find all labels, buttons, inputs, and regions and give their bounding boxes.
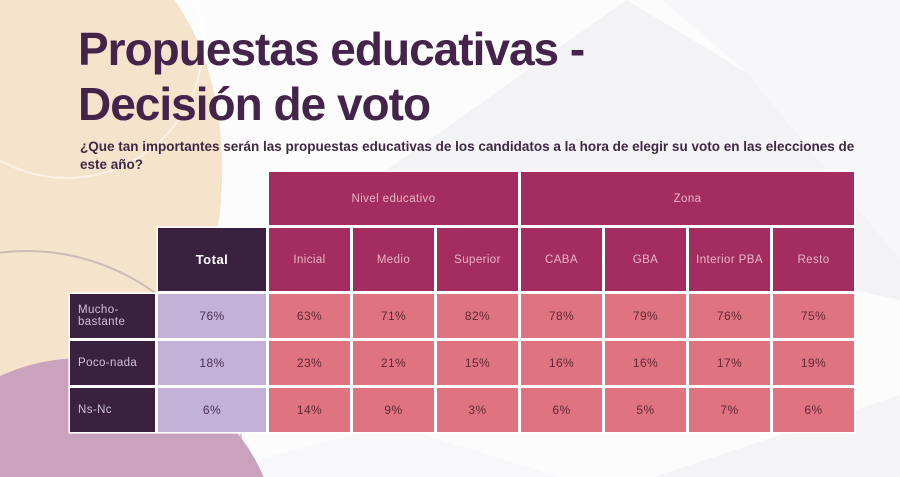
- results-table: Nivel educativo Zona Total Inicial Medio Supe…: [70, 172, 854, 432]
- value-cell: 9%: [353, 388, 434, 432]
- column-header: CABA: [521, 228, 602, 291]
- value-cell: 82%: [437, 294, 518, 338]
- value-cell: 78%: [521, 294, 602, 338]
- value-cell: 15%: [437, 341, 518, 385]
- page-title-line2: Decisión de voto: [78, 78, 431, 130]
- row-label: Mucho-bastante: [70, 294, 155, 338]
- value-cell: 7%: [689, 388, 770, 432]
- row-label: Ns-Nc: [70, 388, 155, 432]
- value-cell: 71%: [353, 294, 434, 338]
- value-cell: 6%: [521, 388, 602, 432]
- value-cell: 16%: [521, 341, 602, 385]
- group-header-nivel-educativo: Nivel educativo: [269, 172, 518, 225]
- value-cell: 3%: [437, 388, 518, 432]
- value-cell: 23%: [269, 341, 350, 385]
- group-header-zona: Zona: [521, 172, 854, 225]
- value-cell: 16%: [605, 341, 686, 385]
- row-label: Poco-nada: [70, 341, 155, 385]
- value-cell: 79%: [605, 294, 686, 338]
- column-header: Interior PBA: [689, 228, 770, 291]
- total-value-cell: 76%: [158, 294, 266, 338]
- value-cell: 75%: [773, 294, 854, 338]
- subtitle-question: ¿Que tan importantes serán las propuesta…: [80, 139, 855, 173]
- column-header: Superior: [437, 228, 518, 291]
- total-value-cell: 18%: [158, 341, 266, 385]
- value-cell: 19%: [773, 341, 854, 385]
- value-cell: 76%: [689, 294, 770, 338]
- page-title-line1: Propuestas educativas -: [78, 23, 585, 75]
- total-value-cell: 6%: [158, 388, 266, 432]
- value-cell: 14%: [269, 388, 350, 432]
- column-header: GBA: [605, 228, 686, 291]
- value-cell: 5%: [605, 388, 686, 432]
- value-cell: 21%: [353, 341, 434, 385]
- page-title: Propuestas educativas - Decisión de voto: [78, 22, 585, 132]
- value-cell: 6%: [773, 388, 854, 432]
- total-column-header: Total: [158, 228, 266, 291]
- column-header: Inicial: [269, 228, 350, 291]
- column-header: Resto: [773, 228, 854, 291]
- column-header: Medio: [353, 228, 434, 291]
- value-cell: 63%: [269, 294, 350, 338]
- value-cell: 17%: [689, 341, 770, 385]
